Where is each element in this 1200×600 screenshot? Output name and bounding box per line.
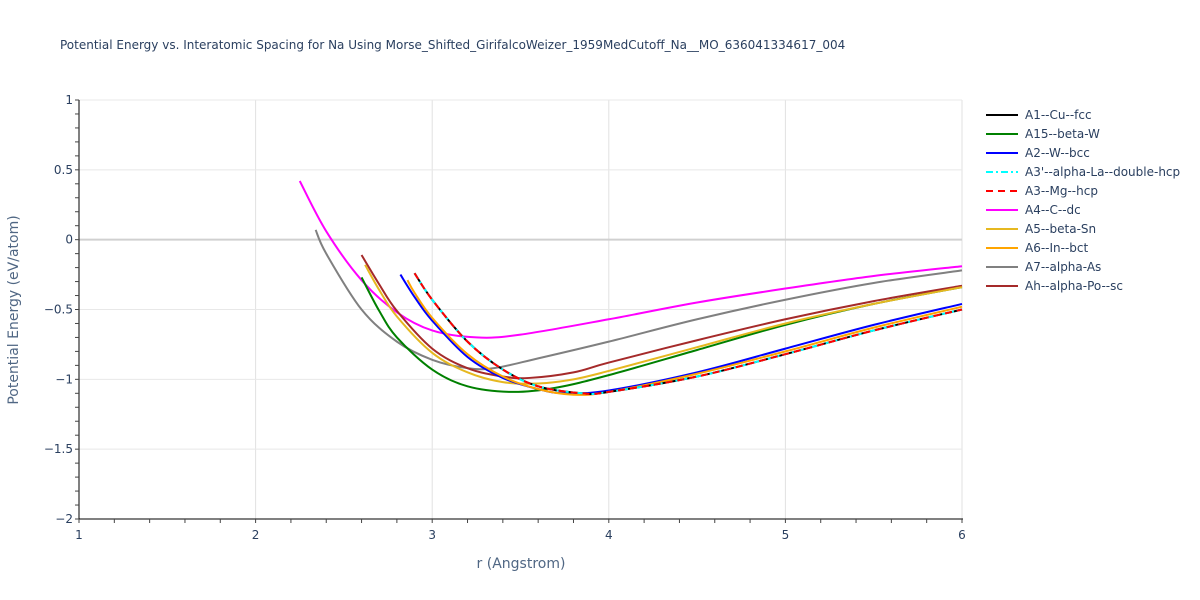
legend-item[interactable]: A2--W--bcc — [985, 143, 1180, 162]
curve-a2-w-bcc — [399, 274, 963, 395]
legend-label: A5--beta-Sn — [1025, 221, 1097, 236]
curve-ah-alpha-po-sc — [360, 254, 963, 380]
legend-label: A1--Cu--fcc — [1025, 107, 1092, 122]
legend-item[interactable]: A5--beta-Sn — [985, 219, 1180, 238]
legend-label: A6--In--bct — [1025, 240, 1089, 255]
legend-line-icon — [986, 132, 1018, 135]
y-tick-label: −1.5 — [44, 442, 73, 456]
legend-item[interactable]: Ah--alpha-Po--sc — [985, 276, 1180, 295]
x-tick-label: 5 — [782, 528, 790, 542]
axes: 1 2 3 4 5 6 1 0.5 0 −0.5 −1 −1.5 −2 — [44, 93, 966, 542]
legend: A1--Cu--fcc A15--beta-W A2--W--bcc A3'--alp… — [985, 105, 1180, 295]
legend-label: A15--beta-W — [1025, 126, 1100, 141]
legend-line-icon — [986, 227, 1018, 230]
curve-a5-beta-sn — [364, 264, 963, 385]
legend-item[interactable]: A1--Cu--fcc — [985, 105, 1180, 124]
x-tick-label: 3 — [428, 528, 436, 542]
x-axis-title: r (Angstrom) — [477, 556, 566, 572]
legend-item[interactable]: A7--alpha-As — [985, 257, 1180, 276]
curve-a3-mg-hcp — [413, 272, 963, 396]
legend-item[interactable]: A3'--alpha-La--double-hcp — [985, 162, 1180, 181]
legend-label: A3'--alpha-La--double-hcp — [1025, 164, 1181, 179]
legend-line-icon — [986, 189, 1018, 192]
y-tick-label: 1 — [65, 93, 73, 107]
legend-item[interactable]: A3--Mg--hcp — [985, 181, 1180, 200]
legend-label: A3--Mg--hcp — [1025, 183, 1098, 198]
x-tick-label: 6 — [958, 528, 966, 542]
data-curves — [298, 180, 963, 396]
legend-line-icon — [986, 113, 1018, 116]
legend-line-icon — [986, 170, 1018, 173]
x-tick-label: 1 — [75, 528, 83, 542]
y-axis-title: Potential Energy (eV/atom) — [6, 215, 22, 404]
y-tick-label: −0.5 — [44, 303, 73, 317]
legend-label: A4--C--dc — [1025, 202, 1081, 217]
y-tick-label: −1 — [55, 372, 73, 386]
legend-item[interactable]: A6--In--bct — [985, 238, 1180, 257]
legend-line-icon — [986, 284, 1018, 287]
x-tick-label: 4 — [605, 528, 613, 542]
y-tick-label: −2 — [55, 512, 73, 526]
curve-a7-alpha-as — [314, 229, 963, 371]
legend-item[interactable]: A4--C--dc — [985, 200, 1180, 219]
legend-line-icon — [986, 265, 1018, 268]
y-tick-label: 0 — [65, 233, 73, 247]
legend-line-icon — [986, 151, 1018, 154]
legend-line-icon — [986, 208, 1018, 211]
curve-a6-in-bct — [406, 279, 963, 396]
legend-item[interactable]: A15--beta-W — [985, 124, 1180, 143]
legend-line-icon — [986, 246, 1018, 249]
legend-label: Ah--alpha-Po--sc — [1025, 278, 1123, 293]
legend-label: A7--alpha-As — [1025, 259, 1102, 274]
chart-title: Potential Energy vs. Interatomic Spacing… — [60, 38, 846, 52]
curve-a4-c-dc — [298, 180, 963, 339]
y-tick-label: 0.5 — [54, 163, 73, 177]
legend-label: A2--W--bcc — [1025, 145, 1090, 160]
x-tick-label: 2 — [252, 528, 260, 542]
